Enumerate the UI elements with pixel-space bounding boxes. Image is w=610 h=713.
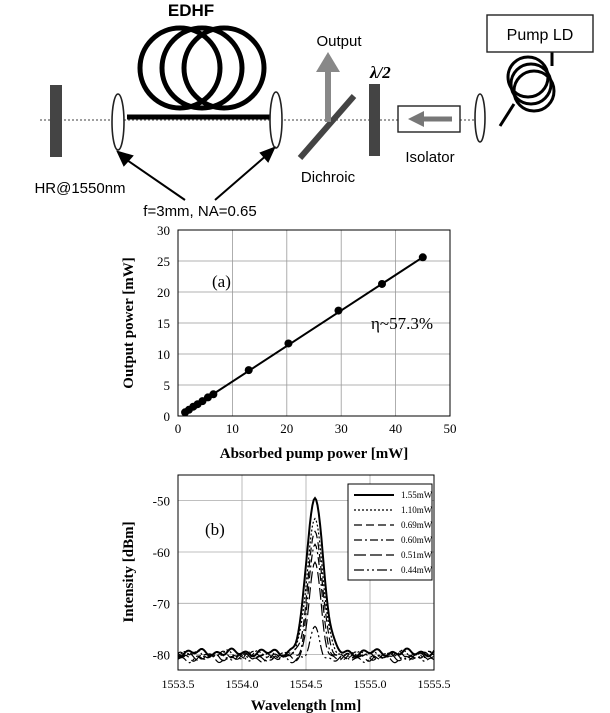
panel-a-data-point <box>334 306 343 315</box>
panel-a-ytick-label: 0 <box>164 409 171 424</box>
panel-b-ytick-label: -70 <box>153 596 170 611</box>
panel-b-series-line <box>177 625 435 664</box>
half-wave-label: λ/2 <box>369 63 391 82</box>
panel-b-xtick-label: 1553.5 <box>162 677 195 691</box>
isolator-arrow-icon <box>408 111 452 127</box>
panel-b-series-line <box>177 517 435 659</box>
chart-panel-b: 1553.5 1554.0 1554.5 1555.0 1555.5 -50 -60 -70 -… <box>121 474 451 713</box>
legend-box <box>347 483 433 581</box>
legend-entry: 0.44mW <box>401 565 433 575</box>
legend-entry: 0.51mW <box>401 550 433 560</box>
pump-fiber-coil <box>498 52 556 127</box>
panel-a-xtick-label: 40 <box>389 421 402 436</box>
panel-b-ytick-label: -50 <box>153 494 170 509</box>
hr-mirror <box>50 85 62 157</box>
isolator-label: Isolator <box>405 149 454 166</box>
lens-spec-label: f=3mm, NA=0.65 <box>143 203 256 220</box>
panel-b-xtick-label: 1554.5 <box>290 677 323 691</box>
panel-b-label: (b) <box>205 520 225 539</box>
panel-b-xtick-label: 1555.5 <box>418 677 451 691</box>
panel-a-ylabel: Output power [mW] <box>121 257 137 388</box>
panel-a-xtick-label: 10 <box>226 421 239 436</box>
panel-a-ytick-label: 20 <box>157 285 170 300</box>
panel-a-data-point <box>418 253 427 262</box>
hr-mirror-label: HR@1550nm <box>34 180 125 197</box>
panel-a-data-point <box>209 390 218 399</box>
panel-a-xtick-label: 50 <box>444 421 457 436</box>
panel-b-ylabel: Intensity [dBm] <box>121 521 137 622</box>
pump-ld-box <box>486 14 594 53</box>
edhf-label: EDHF <box>168 1 214 20</box>
lens-pump <box>474 93 486 143</box>
dichroic-label: Dichroic <box>301 169 356 186</box>
panel-a-xtick-label: 20 <box>280 421 293 436</box>
panel-a-data-point <box>244 366 253 375</box>
lens-pointer-arrows <box>116 146 276 201</box>
lens-right <box>269 91 283 149</box>
panel-b-series-line <box>177 496 435 658</box>
panel-a-ytick-label: 15 <box>157 316 170 331</box>
legend-entry: 0.60mW <box>401 535 433 545</box>
panel-b-series-line <box>177 560 435 662</box>
panel-a-label: (a) <box>212 272 231 291</box>
panel-a-plot-frame <box>177 229 451 417</box>
panel-a-xlabel: Absorbed pump power [mW] <box>220 446 409 462</box>
legend-entry: 1.55mW <box>401 490 433 500</box>
panel-a-data-point <box>284 339 293 348</box>
panel-a-ytick-label: 5 <box>164 378 171 393</box>
pump-ld-label: Pump LD <box>507 27 574 44</box>
panel-a-ytick-label: 25 <box>157 254 170 269</box>
laser-setup-diagram: EDHF Output λ/2 Pump LD Dichroic Isolato… <box>34 1 594 220</box>
panel-b-xtick-label: 1555.0 <box>354 677 387 691</box>
panel-a-xtick-label: 0 <box>175 421 182 436</box>
panel-b-ytick-label: -60 <box>153 545 170 560</box>
panel-a-ytick-label: 10 <box>157 347 170 362</box>
panel-b-xlabel: Wavelength [nm] <box>251 698 361 713</box>
panel-b-ytick-label: -80 <box>153 648 170 663</box>
efficiency-annotation: η~57.3% <box>371 314 433 333</box>
half-wave-plate <box>369 84 380 156</box>
panel-a-data-point <box>378 279 386 288</box>
panel-b-plot-frame <box>177 474 435 671</box>
lens-left <box>111 93 125 151</box>
output-arrow <box>316 52 340 122</box>
panel-b-legend: 1.55mW 1.10mW 0.69mW 0.60mW 0.51mW 0.44mW <box>347 483 433 581</box>
chart-panel-a: 0 10 20 30 40 50 0 5 10 15 20 25 30 (a) η~57.3% Abso… <box>121 223 457 462</box>
legend-entry: 1.10mW <box>401 505 433 515</box>
output-label: Output <box>316 33 362 50</box>
panel-b-series-line <box>177 543 435 661</box>
legend-entry: 0.69mW <box>401 520 433 530</box>
panel-a-xtick-label: 30 <box>335 421 348 436</box>
panel-b-xtick-label: 1554.0 <box>226 677 259 691</box>
panel-a-ytick-label: 30 <box>157 223 170 238</box>
edhf-fiber-coil <box>127 25 275 120</box>
dichroic-mirror <box>297 94 357 160</box>
